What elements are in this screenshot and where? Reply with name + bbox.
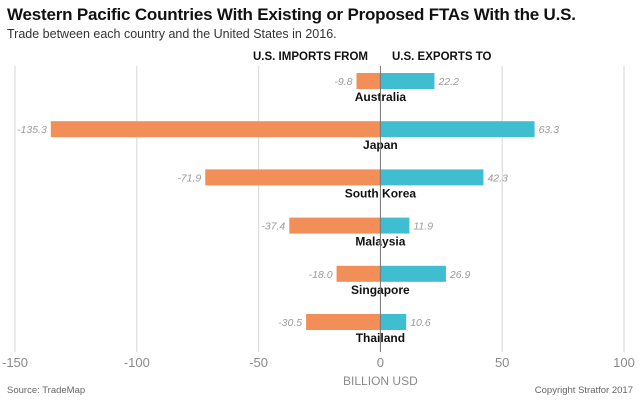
bar-imports <box>336 265 381 282</box>
copyright-note: Copyright Stratfor 2017 <box>534 385 633 396</box>
bar-imports <box>289 217 381 234</box>
chart-subtitle: Trade between each country and the Unite… <box>7 27 337 41</box>
x-tick-label: 100 <box>613 355 635 370</box>
data-label-imports: -135.3 <box>17 124 47 136</box>
data-label-exports: 42.3 <box>487 172 508 184</box>
bar-imports <box>50 121 381 138</box>
data-label-exports: 10.6 <box>410 317 431 329</box>
data-label-exports: 11.9 <box>413 221 433 233</box>
x-tick-label: 0 <box>377 355 384 370</box>
bar-exports <box>380 73 435 89</box>
data-label-imports: -30.5 <box>278 317 302 329</box>
x-tick-label: -50 <box>249 355 268 370</box>
bar-imports <box>306 314 381 330</box>
bar-imports <box>356 73 381 89</box>
bar-exports <box>380 265 446 282</box>
legend-exports: U.S. EXPORTS TO <box>392 51 492 63</box>
x-axis-label: BILLION USD <box>343 374 418 388</box>
bar-exports <box>380 314 407 330</box>
bar-exports <box>380 121 535 138</box>
bar-imports <box>205 169 381 186</box>
chart-title: Western Pacific Countries With Existing … <box>7 5 576 24</box>
data-label-exports: 63.3 <box>539 124 560 136</box>
x-tick-label: -150 <box>2 355 28 370</box>
data-label-imports: -9.8 <box>334 76 352 88</box>
data-label-imports: -71.9 <box>177 172 201 184</box>
data-label-imports: -18.0 <box>309 269 333 281</box>
x-tick-label: 50 <box>495 355 509 370</box>
data-label-exports: 22.2 <box>437 76 459 88</box>
x-tick-label: -100 <box>124 355 150 370</box>
data-label-exports: 26.9 <box>449 269 471 281</box>
data-label-imports: -37.4 <box>261 221 285 233</box>
legend-imports: U.S. IMPORTS FROM <box>253 51 368 63</box>
bar-exports <box>380 217 410 234</box>
bar-exports <box>380 169 484 186</box>
source-note: Source: TradeMap <box>7 385 86 396</box>
